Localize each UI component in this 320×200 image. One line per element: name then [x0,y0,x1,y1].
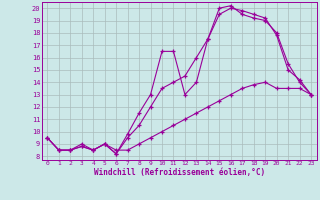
X-axis label: Windchill (Refroidissement éolien,°C): Windchill (Refroidissement éolien,°C) [94,168,265,177]
